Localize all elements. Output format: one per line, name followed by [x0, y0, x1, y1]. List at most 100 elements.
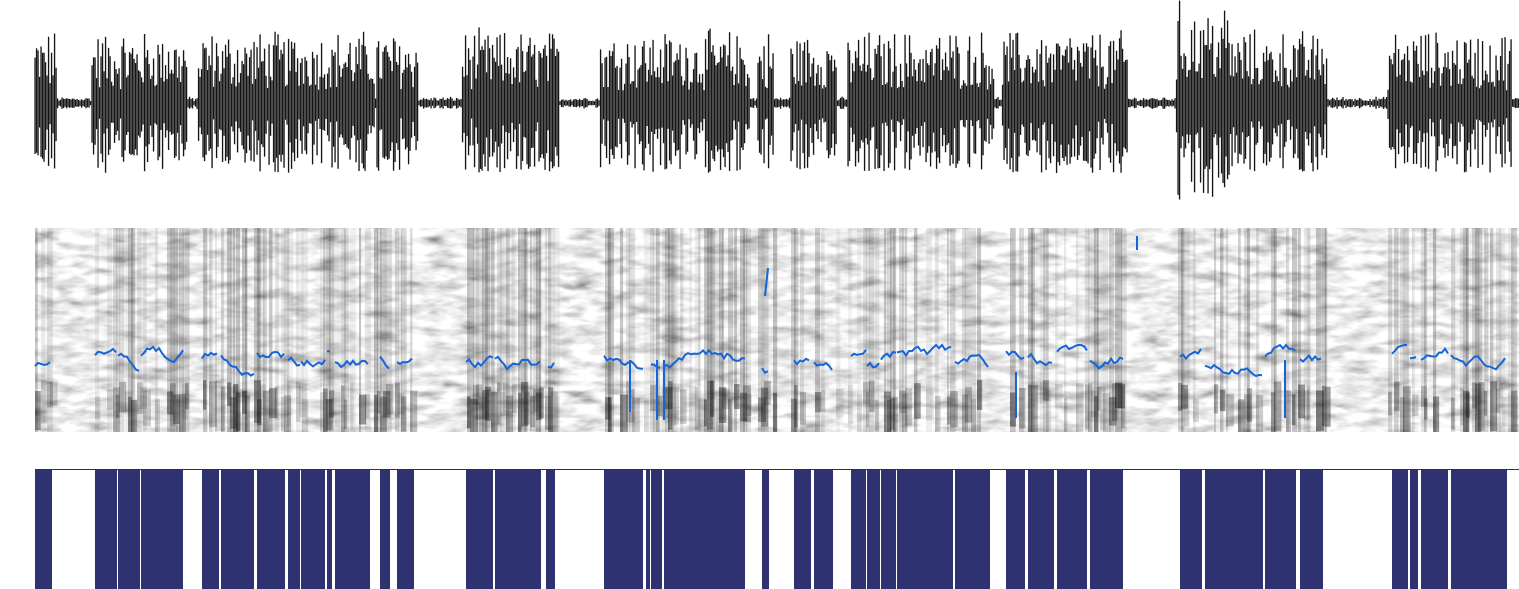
spectrogram-band [977, 380, 982, 410]
spectrogram-band [539, 388, 544, 419]
spectrogram-band [704, 399, 707, 426]
spectrogram-band [329, 390, 334, 417]
vad-segment [1392, 470, 1408, 589]
vad-segment [397, 470, 414, 589]
spectrogram-band [1478, 382, 1484, 431]
spectrogram-band [1064, 398, 1067, 444]
vad-segment [881, 470, 896, 589]
vad-segment [288, 470, 300, 589]
spectrogram-band [608, 397, 612, 434]
vad-segment [1090, 470, 1123, 589]
spectrogram-band [1490, 381, 1497, 431]
vad-segment [546, 470, 548, 589]
vad-segment [646, 470, 650, 589]
spectrogram-band [710, 381, 714, 417]
spectrogram-band [491, 392, 497, 440]
vad-segment [1205, 470, 1263, 589]
spectrogram-band [848, 385, 853, 424]
vad-segment [1451, 470, 1507, 589]
vad-segment [141, 470, 183, 589]
spectrogram-band [377, 391, 380, 414]
spectrogram-band [1298, 385, 1305, 419]
waveform [35, 1, 1519, 200]
spectrogram-band [821, 390, 825, 412]
vad-segment [1300, 470, 1323, 589]
spectrogram-band [746, 394, 752, 416]
spectrogram-band [674, 387, 679, 425]
spectrogram-band [800, 392, 806, 424]
spectrogram-band [875, 400, 879, 432]
vad-segment [1180, 470, 1202, 589]
voice-activity [35, 470, 1519, 589]
spectrogram-band [1046, 391, 1051, 438]
vad-segment [35, 470, 52, 589]
spectrogram-band [869, 381, 875, 412]
vad-segment [1421, 470, 1448, 589]
spectrogram-band [524, 391, 530, 424]
vad-segment [327, 470, 332, 589]
vad-segment [495, 470, 541, 589]
spectrogram-band [1451, 398, 1455, 430]
vad-segment [548, 470, 555, 589]
spectrogram-band [41, 380, 47, 423]
spectrogram-band [1403, 386, 1411, 432]
spectrogram-band [1220, 390, 1225, 411]
vad-segment [1006, 470, 1025, 589]
page: (() => { const NS = 'http://www.w3.org/2… [0, 0, 1519, 589]
vad-segment [335, 470, 370, 589]
spectrogram-band [773, 393, 777, 432]
spectrogram-band [335, 392, 341, 428]
spectrogram-band [728, 399, 732, 448]
spectrogram-band [410, 391, 417, 438]
spectrogram-band [341, 385, 345, 434]
spectrogram-band [554, 396, 559, 427]
spectrogram-band [131, 400, 137, 441]
spectrogram-band [857, 394, 862, 431]
spectrogram-band [287, 382, 291, 426]
spectrogram-band [1238, 399, 1244, 439]
spectrogram-band [1055, 384, 1062, 408]
spectrogram-band [893, 397, 898, 431]
vad-segment [762, 470, 769, 589]
spectrogram-band [116, 395, 119, 418]
spectrogram-band [794, 385, 798, 427]
spectrogram-band [467, 396, 470, 428]
spectrogram-band [485, 387, 491, 421]
spectrogram-band [680, 389, 687, 423]
spectrogram-band [302, 399, 308, 438]
spectrogram-band [1412, 394, 1418, 415]
spectrogram-band [971, 399, 976, 443]
spectrogram-band [497, 382, 500, 424]
spectrogram-band [1193, 399, 1199, 422]
spectrogram-band [1214, 384, 1218, 413]
spectrogram-band [143, 390, 151, 426]
spectrogram-band [203, 380, 206, 410]
vad-segment [257, 470, 285, 589]
spectrogram-band [1019, 388, 1025, 429]
vad-segment [651, 470, 662, 589]
spectrogram-band [35, 391, 41, 430]
spectrogram-band [926, 389, 934, 420]
spectrogram-band [344, 400, 347, 429]
spectrogram-band [644, 398, 649, 438]
spectrogram-band [155, 399, 160, 439]
vad-segment [1410, 470, 1418, 589]
spectrogram-band [1286, 390, 1291, 435]
spectrogram-band [1226, 394, 1234, 427]
spectrogram-band [1424, 398, 1428, 419]
spectrogram-band [965, 387, 972, 423]
pitch-line [1410, 357, 1416, 358]
spectrogram-band [263, 391, 269, 434]
spectrogram-band [107, 389, 114, 410]
spectrogram-band [695, 387, 698, 430]
spectrogram-band [935, 396, 941, 432]
spectrogram-band [1433, 397, 1439, 439]
spectrogram-band [50, 382, 58, 406]
spectrogram-band [236, 392, 241, 431]
spectrogram-band [1394, 382, 1400, 411]
vad-segment [851, 470, 866, 589]
spectrogram-band [1484, 391, 1487, 416]
spectrogram [35, 228, 1519, 448]
spectrogram-band [905, 388, 912, 425]
vad-segment [794, 470, 811, 589]
